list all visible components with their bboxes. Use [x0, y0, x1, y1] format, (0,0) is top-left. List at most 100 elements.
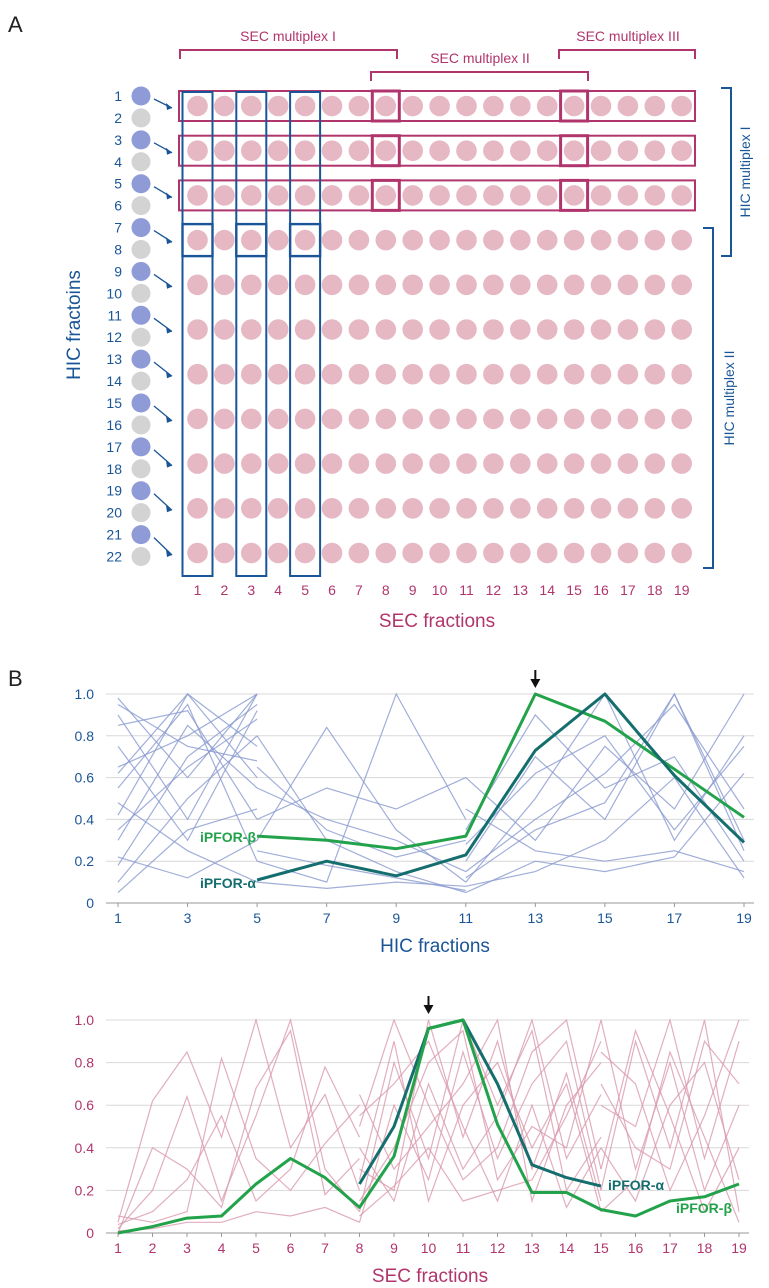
well	[267, 542, 289, 564]
hic-dot-loaded	[131, 174, 151, 194]
background-trace	[256, 735, 466, 894]
well	[563, 229, 585, 251]
sec-fraction-number: 10	[432, 582, 448, 598]
background-trace	[600, 1040, 740, 1171]
well	[321, 185, 343, 206]
background-trace	[117, 1056, 360, 1223]
arrow-head-icon	[166, 192, 172, 200]
y-tick-label: 0.4	[75, 1140, 95, 1156]
background-trace	[117, 808, 258, 893]
x-tick-label: 8	[356, 1240, 364, 1256]
well	[429, 542, 450, 564]
well	[375, 95, 397, 117]
sec-chart: 00.20.40.60.81.01 2 3 4 5 6 7 8 9 10 11 12 13 14 15 16 1…	[75, 996, 749, 1256]
well	[617, 185, 639, 206]
well	[536, 274, 558, 296]
well	[348, 140, 370, 161]
sec-multiplex-label-1: SEC multiplex I	[240, 28, 336, 44]
background-trace	[117, 710, 258, 842]
well	[187, 498, 208, 519]
well	[671, 453, 692, 474]
well	[483, 229, 504, 251]
background-trace	[600, 1019, 740, 1193]
hic-dot-loaded	[131, 349, 151, 369]
well	[590, 95, 612, 117]
y-tick-label: 0.2	[75, 1182, 95, 1198]
background-trace	[600, 1028, 740, 1214]
well	[671, 95, 692, 117]
well	[671, 542, 692, 564]
arrow-line	[153, 449, 173, 467]
well	[214, 95, 235, 117]
well	[510, 498, 531, 519]
well	[536, 229, 558, 251]
x-tick-label: 6	[287, 1240, 295, 1256]
well	[429, 498, 450, 519]
hic-dot-empty	[131, 108, 151, 128]
arrow-line	[153, 493, 173, 511]
hic-chart: 00.20.40.60.81.01 3 5 7 9 11 13 15 17 19iPFOR-βiP…	[75, 670, 754, 926]
series-label: iPFOR-β	[676, 1200, 732, 1216]
sec-overlap-box	[370, 134, 401, 168]
well	[590, 498, 612, 519]
well	[456, 229, 477, 251]
well	[187, 363, 208, 385]
x-tick-label: 1	[114, 910, 122, 926]
well	[617, 363, 639, 385]
well	[402, 185, 424, 206]
series-line-1	[117, 1018, 740, 1235]
well	[402, 363, 424, 385]
well	[644, 274, 666, 296]
well	[187, 408, 208, 430]
background-trace	[358, 1018, 602, 1212]
well	[267, 319, 289, 340]
background-trace	[359, 1040, 602, 1209]
well	[536, 363, 558, 385]
x-tick-label: 17	[667, 910, 683, 926]
well	[214, 453, 235, 474]
hic-fraction-number: 15	[106, 395, 122, 411]
background-trace	[117, 1017, 360, 1230]
hic-dot-loaded	[131, 481, 151, 501]
well	[429, 453, 450, 474]
hic-fraction-number: 20	[106, 505, 122, 521]
well	[590, 185, 612, 206]
sec-fraction-number: 4	[274, 582, 282, 598]
hic-fraction-number: 6	[114, 198, 122, 214]
sec-fraction-number: 14	[539, 582, 555, 598]
x-tick-label: 9	[390, 1240, 398, 1256]
hic-dot-empty	[131, 371, 151, 391]
well	[644, 363, 666, 385]
hic-fraction-number: 22	[106, 549, 122, 565]
hic-fraction-number: 2	[114, 110, 122, 126]
well	[644, 453, 666, 474]
panel-b-letter: B	[8, 666, 23, 691]
hic-dot-loaded	[131, 86, 151, 106]
well	[671, 498, 692, 519]
well	[510, 363, 531, 385]
y-tick-label: 0.6	[75, 1097, 95, 1113]
sec-fraction-number: 8	[382, 582, 390, 598]
background-trace	[358, 1039, 602, 1223]
arrow-head-icon	[166, 415, 172, 423]
sec-fraction-number: 12	[486, 582, 502, 598]
hic-fraction-number: 3	[114, 132, 122, 148]
well	[644, 542, 666, 564]
well	[267, 140, 289, 161]
arrow-head-icon	[166, 237, 172, 245]
background-trace	[117, 703, 258, 762]
well	[267, 498, 289, 519]
background-trace	[465, 735, 745, 845]
well	[241, 453, 262, 474]
well	[375, 140, 397, 161]
background-trace	[117, 693, 258, 768]
well	[294, 408, 316, 430]
hic-dot-loaded	[131, 130, 151, 150]
arrow-head-icon	[166, 550, 172, 557]
well	[321, 319, 343, 340]
well	[402, 542, 424, 564]
well	[510, 453, 531, 474]
well	[267, 363, 289, 385]
